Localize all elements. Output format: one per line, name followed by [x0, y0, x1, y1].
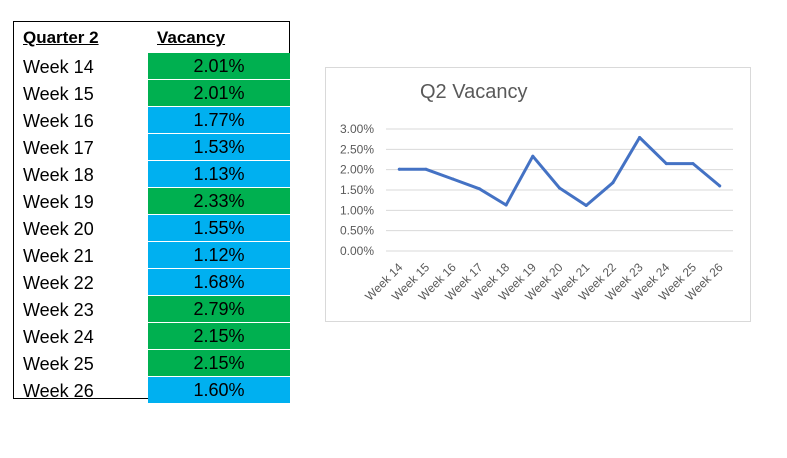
- y-tick-label: 2.50%: [340, 142, 374, 156]
- week-cell: Week 19: [23, 192, 94, 212]
- data-point: [638, 136, 642, 140]
- chart-title: Q2 Vacancy: [420, 81, 527, 103]
- week-cell: Week 21: [23, 246, 94, 266]
- data-point: [718, 184, 722, 188]
- vacancy-cell: 1.68%: [148, 269, 290, 296]
- vacancy-column-header: Vacancy: [157, 28, 226, 47]
- y-tick-label: 0.00%: [340, 244, 374, 258]
- y-tick-label: 0.50%: [340, 224, 374, 238]
- data-point: [397, 167, 401, 171]
- vacancy-cell: 1.13%: [148, 161, 290, 188]
- table-row: Week 26 1.60%: [14, 377, 290, 404]
- week-cell: Week 16: [23, 111, 94, 131]
- data-point: [691, 162, 695, 166]
- data-point: [424, 167, 428, 171]
- table-row: Week 25 2.15%: [14, 350, 290, 377]
- data-point: [664, 162, 668, 166]
- week-cell: Week 22: [23, 273, 94, 293]
- table-row: Week 18 1.13%: [14, 161, 290, 188]
- week-cell: Week 24: [23, 327, 94, 347]
- data-point: [477, 187, 481, 191]
- data-point: [531, 154, 535, 158]
- week-cell: Week 26: [23, 381, 94, 401]
- vacancy-cell: 2.01%: [148, 80, 290, 107]
- table-row: Week 17 1.53%: [14, 134, 290, 161]
- week-cell: Week 18: [23, 165, 94, 185]
- week-cell: Week 15: [23, 84, 94, 104]
- y-tick-label: 2.00%: [340, 163, 374, 177]
- vacancy-cell: 1.77%: [148, 107, 290, 134]
- series-line: [397, 136, 722, 207]
- week-cell: Week 25: [23, 354, 94, 374]
- week-cell: Week 20: [23, 219, 94, 239]
- table-row: Week 20 1.55%: [14, 215, 290, 242]
- period-column-header: Quarter 2: [23, 28, 99, 47]
- table-row: Week 21 1.12%: [14, 242, 290, 269]
- vacancy-cell: 1.53%: [148, 134, 290, 161]
- y-axis-ticks: 0.00% 0.50% 1.00% 1.50% 2.00% 2.50% 3.00%: [340, 122, 374, 258]
- y-tick-label: 3.00%: [340, 122, 374, 136]
- vacancy-chart: Q2 Vacancy 0.00% 0.50% 1.00% 1.50% 2.00% 2.50…: [325, 67, 751, 322]
- data-point: [611, 181, 615, 185]
- vacancy-table: Quarter 2 Vacancy Week 14 2.01% Week 15 2.0…: [13, 21, 290, 404]
- table-row: Week 19 2.33%: [14, 188, 290, 215]
- week-cell: Week 23: [23, 300, 94, 320]
- vacancy-cell: 2.33%: [148, 188, 290, 215]
- vacancy-cell: 2.79%: [148, 296, 290, 323]
- data-point: [558, 186, 561, 190]
- vacancy-cell: 1.60%: [148, 377, 290, 404]
- table-row: Week 15 2.01%: [14, 80, 290, 107]
- y-tick-label: 1.50%: [340, 183, 374, 197]
- gridlines: [386, 128, 733, 252]
- table-row: Week 16 1.77%: [14, 107, 290, 134]
- vacancy-cell: 2.15%: [148, 323, 290, 350]
- series-layer: [397, 136, 722, 207]
- table-row: Week 22 1.68%: [14, 269, 290, 296]
- week-cell: Week 17: [23, 138, 94, 158]
- data-point: [504, 203, 508, 207]
- data-point: [584, 203, 588, 207]
- vacancy-cell: 1.55%: [148, 215, 290, 242]
- vacancy-cell: 1.12%: [148, 242, 290, 269]
- table-header-row: Quarter 2 Vacancy: [14, 22, 289, 49]
- y-tick-label: 1.00%: [340, 203, 374, 217]
- table-row: Week 23 2.79%: [14, 296, 290, 323]
- vacancy-cell: 2.15%: [148, 350, 290, 377]
- chart-canvas: Q2 Vacancy 0.00% 0.50% 1.00% 1.50% 2.00% 2.50…: [340, 81, 733, 303]
- data-point: [451, 177, 455, 181]
- table-row: Week 14 2.01%: [14, 53, 290, 80]
- table-row: Week 24 2.15%: [14, 323, 290, 350]
- vacancy-cell: 2.01%: [148, 53, 290, 80]
- week-cell: Week 14: [23, 57, 94, 77]
